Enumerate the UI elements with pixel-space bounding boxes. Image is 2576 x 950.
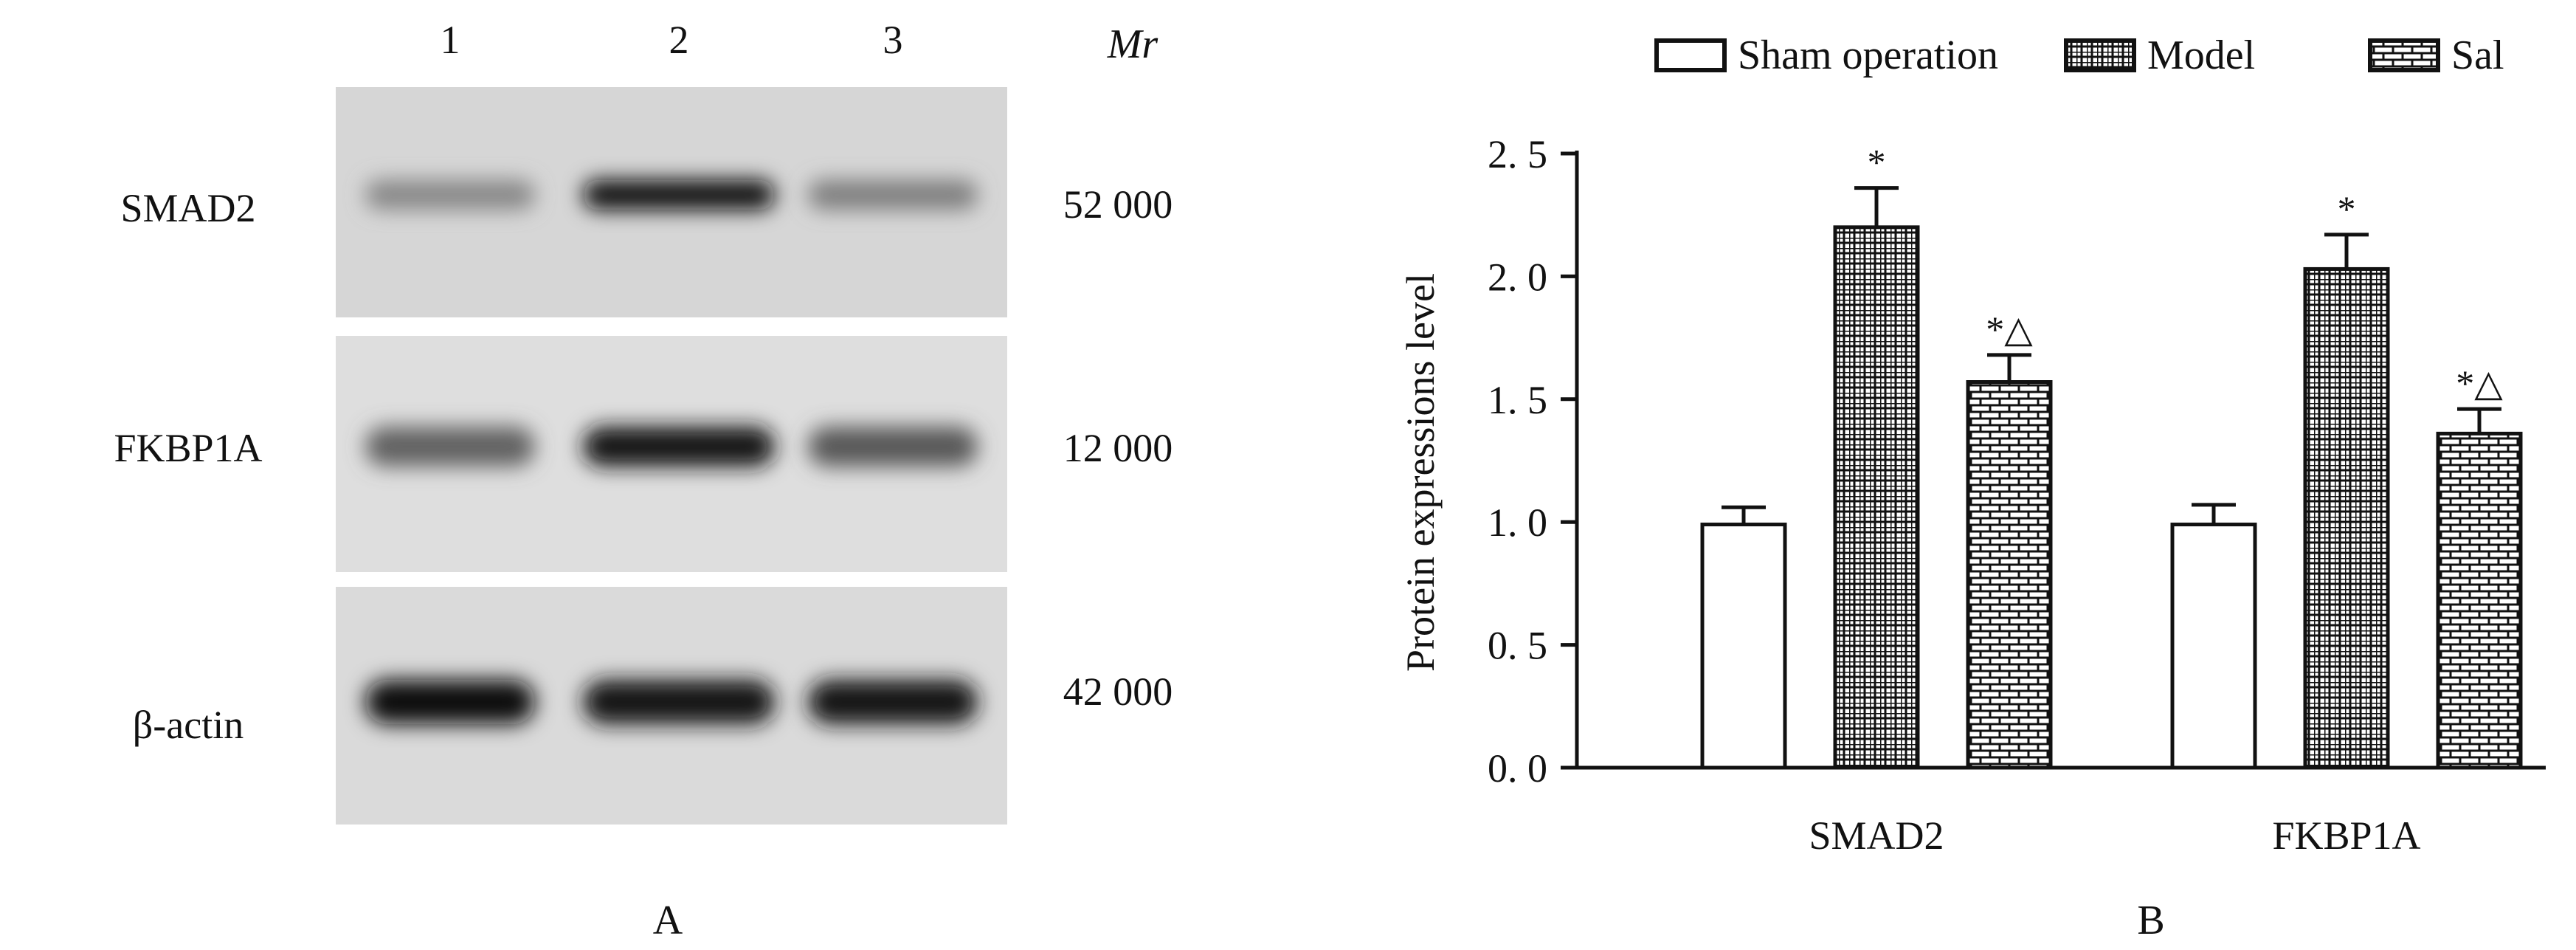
legend-label: Model xyxy=(2147,32,2255,78)
bar-smad2-grid xyxy=(1833,225,1920,770)
blot-row-1: FKBP1A 12 000 xyxy=(114,336,1173,572)
mr-column-header: Mr xyxy=(1107,21,1158,67)
category-label: SMAD2 xyxy=(1809,813,1944,858)
legend-swatch xyxy=(2368,38,2440,72)
blot-band xyxy=(808,180,978,210)
panel-b-label: B xyxy=(2137,898,2164,943)
protein-label: FKBP1A xyxy=(114,426,262,470)
category-labels: SMAD2 FKBP1A xyxy=(1809,813,2420,858)
y-tick-label: 2. 0 xyxy=(1488,255,1547,299)
y-axis-label: Protein expressions level xyxy=(1398,273,1443,672)
blot-band xyxy=(365,180,535,210)
y-tick-label: 1. 0 xyxy=(1488,500,1547,545)
legend-item-plain: Sham operation xyxy=(1654,32,1998,78)
molecular-weight-label: 52 000 xyxy=(1063,182,1173,227)
bar-fkbp1a-grid xyxy=(2303,266,2390,770)
western-blot-panel: 1 2 3 Mr SMAD2 52 000 FKBP1A 12 000 β-actin 42 … xyxy=(114,18,1173,943)
lane-number-3: 3 xyxy=(883,18,903,62)
y-tick-label: 2. 5 xyxy=(1488,132,1547,176)
bar-chart-panel: Sham operation Model Sal Protein expressio… xyxy=(1398,32,2546,943)
y-tick-label: 0. 5 xyxy=(1488,624,1547,668)
blot-rows: SMAD2 52 000 FKBP1A 12 000 β-actin 42 000 xyxy=(114,87,1173,825)
significance-marker: * xyxy=(1868,142,1886,183)
significance-marker: *△ xyxy=(1986,309,2033,350)
blot-row-2: β-actin 42 000 xyxy=(133,587,1173,825)
protein-label: SMAD2 xyxy=(120,186,255,230)
blot-band xyxy=(583,180,775,210)
category-label: FKBP1A xyxy=(2272,813,2420,858)
legend-item-brick: Sal xyxy=(2368,32,2504,78)
molecular-weight-label: 12 000 xyxy=(1063,426,1173,470)
bar-fkbp1a-plain xyxy=(2170,523,2257,770)
y-tick-label: 1. 5 xyxy=(1488,378,1547,422)
legend-swatch xyxy=(2064,38,2136,72)
bar-smad2-brick xyxy=(1966,380,2053,770)
legend-swatch xyxy=(1654,38,1727,72)
significance-marker: * xyxy=(2338,188,2356,230)
blot-band xyxy=(808,427,978,467)
lane-number-1: 1 xyxy=(441,18,460,62)
lane-numbers: 1 2 3 xyxy=(441,18,903,62)
legend-item-grid: Model xyxy=(2064,32,2255,78)
blot-band xyxy=(583,427,775,467)
legend-label: Sham operation xyxy=(1738,32,1998,78)
legend-label: Sal xyxy=(2451,32,2504,78)
y-tick-label: 0. 0 xyxy=(1488,746,1547,791)
blot-band xyxy=(583,680,775,724)
bar-fkbp1a-brick xyxy=(2436,431,2523,770)
blot-band xyxy=(365,680,535,724)
protein-label: β-actin xyxy=(133,703,244,747)
blot-band xyxy=(365,427,535,467)
blot-row-0: SMAD2 52 000 xyxy=(120,87,1173,317)
bar-smad2-plain xyxy=(1700,523,1787,770)
blot-band xyxy=(808,680,978,724)
chart-bars: * *△ * *△ xyxy=(1700,142,2523,770)
chart-legend: Sham operation Model Sal xyxy=(1654,32,2504,78)
lane-number-2: 2 xyxy=(669,18,689,62)
significance-marker: *△ xyxy=(2456,362,2503,404)
molecular-weight-label: 42 000 xyxy=(1063,670,1173,714)
panel-a-label: A xyxy=(653,898,683,943)
